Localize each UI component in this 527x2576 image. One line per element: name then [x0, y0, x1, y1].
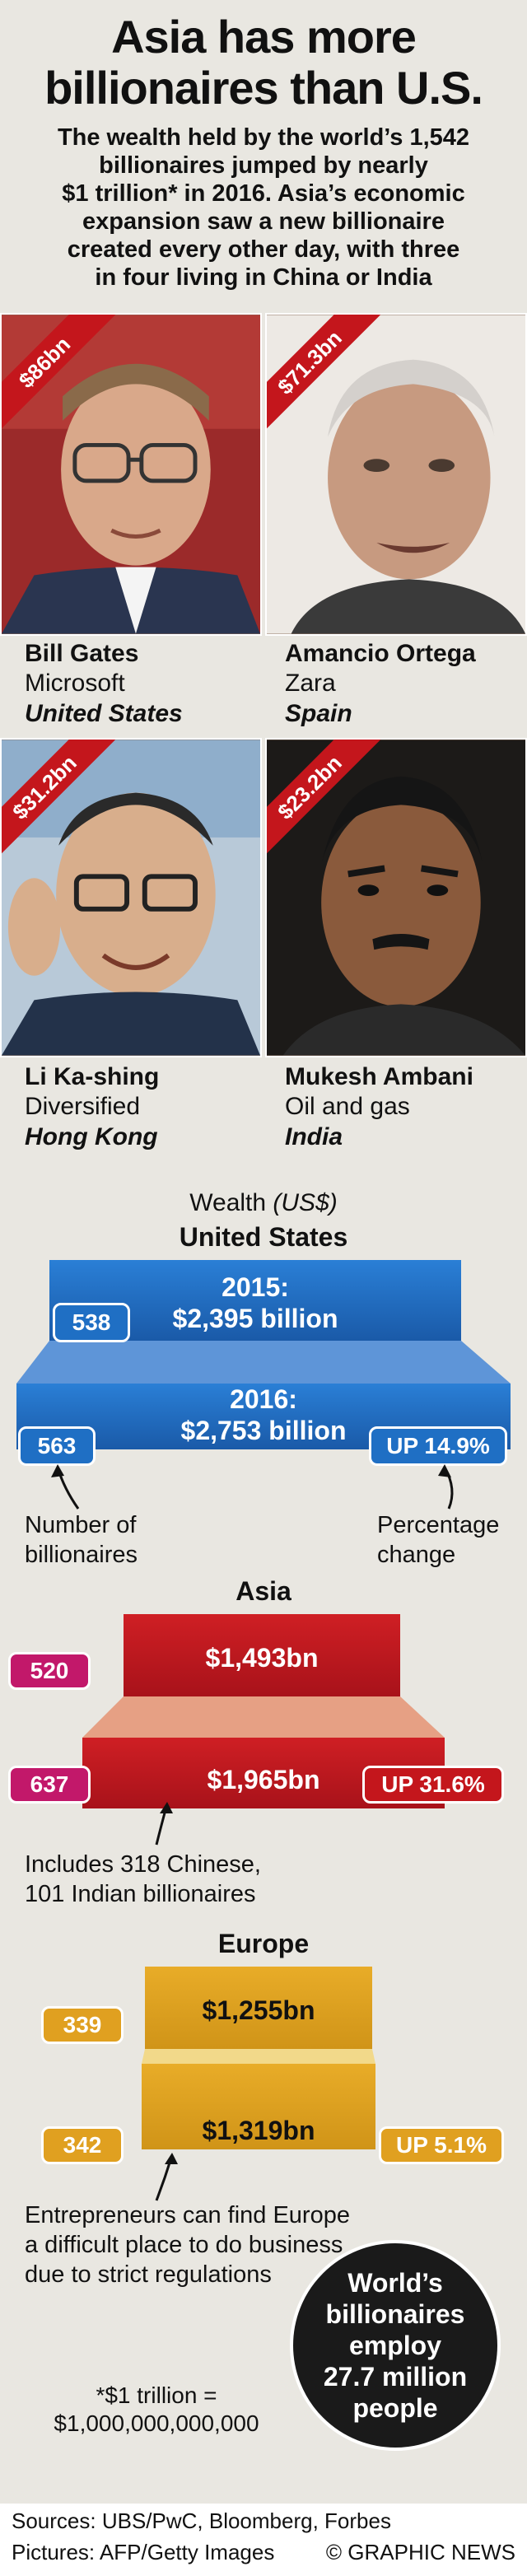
- asia-arrow: [155, 1802, 173, 1846]
- europe-2016-value: $1,319bn: [202, 2116, 315, 2145]
- circle-line: employ: [348, 2331, 442, 2360]
- footer-pictures: Pictures: AFP/Getty Images: [12, 2540, 275, 2564]
- photo-bill-gates: $86bn: [0, 313, 262, 636]
- intro-line: expansion saw a new billionaire: [82, 208, 445, 235]
- section-heading-europe: Europe: [217, 1929, 310, 1958]
- note-line: change: [377, 1542, 456, 1568]
- asia-2016-count-badge: 637: [8, 1766, 91, 1804]
- europe-blocks: [142, 1967, 375, 2149]
- note-europe: Entrepreneurs can find Europe a difficul…: [25, 2200, 350, 2289]
- person-name: Li Ka-shing: [25, 1063, 160, 1090]
- person-name: Amancio Ortega: [285, 640, 476, 667]
- us-arrows: [51, 1464, 454, 1510]
- trillion-footnote: *$1 trillion = $1,000,000,000,000: [33, 2382, 280, 2438]
- note-line: a difficult place to do business: [25, 2232, 343, 2258]
- note-line: Includes 318 Chinese,: [25, 1851, 261, 1878]
- note-number-of-billionaires: Number of billionaires: [25, 1510, 138, 1570]
- europe-2015-count-badge: 339: [41, 2006, 124, 2044]
- note-asia: Includes 318 Chinese, 101 Indian billion…: [25, 1850, 261, 1909]
- title-line-1: Asia has more: [111, 11, 417, 63]
- title-line-2: billionaires than U.S.: [44, 62, 483, 114]
- circle-line: 27.7 million: [323, 2362, 468, 2392]
- person-caption-mukesh-ambani: Mukesh Ambani Oil and gas India: [285, 1062, 524, 1153]
- us-2015-value: $2,395 billion: [172, 1304, 338, 1333]
- europe-arrow: [155, 2153, 178, 2201]
- europe-block-bevel: [142, 2049, 375, 2064]
- wealth-label-text: Wealth: [189, 1189, 267, 1216]
- person-country: Hong Kong: [25, 1123, 158, 1150]
- intro-line: billionaires jumped by nearly: [99, 152, 428, 179]
- intro-line: in four living in China or India: [95, 264, 432, 291]
- person-name: Bill Gates: [25, 640, 139, 667]
- asia-change-badge: UP 31.6%: [362, 1766, 504, 1804]
- europe-2015-block: [145, 1967, 372, 2049]
- section-heading-asia: Asia: [236, 1576, 291, 1606]
- footer-sources: Sources: UBS/PwC, Bloomberg, Forbes: [12, 2508, 391, 2533]
- intro-line: $1 trillion* in 2016. Asia’s economic: [62, 180, 465, 207]
- person-caption-amancio-ortega: Amancio Ortega Zara Spain: [285, 639, 524, 730]
- employment-circle: World’s billionaires employ 27.7 million…: [290, 2240, 501, 2451]
- note-line: Entrepreneurs can find Europe: [25, 2202, 350, 2228]
- portrait-illustration: [2, 315, 260, 634]
- asia-2015-count-badge: 520: [8, 1652, 91, 1690]
- note-percentage-change: Percentage change: [377, 1510, 499, 1570]
- person-name: Mukesh Ambani: [285, 1063, 473, 1090]
- person-country: India: [285, 1123, 343, 1150]
- page-title: Asia has more billionaires than U.S.: [0, 12, 527, 114]
- person-company: Zara: [285, 670, 336, 697]
- wealth-unit: (US$): [273, 1189, 338, 1216]
- europe-change-badge: UP 5.1%: [379, 2126, 504, 2164]
- note-line: billionaires: [25, 1542, 138, 1568]
- note-line: Number of: [25, 1512, 137, 1538]
- us-2016-value: $2,753 billion: [180, 1416, 347, 1445]
- circle-line: people: [352, 2393, 438, 2423]
- us-2016-count-badge: 563: [18, 1426, 96, 1466]
- section-heading-us: United States: [179, 1222, 348, 1252]
- europe-2016-count-badge: 342: [41, 2126, 124, 2164]
- photo-amancio-ortega: $71.3bn: [265, 313, 527, 636]
- circle-line: billionaires: [325, 2299, 465, 2329]
- person-country: Spain: [285, 700, 352, 727]
- us-block-bevel: [16, 1341, 511, 1384]
- person-company: Oil and gas: [285, 1093, 410, 1120]
- intro-line: created every other day, with three: [67, 236, 460, 263]
- person-company: Microsoft: [25, 670, 125, 697]
- portrait-illustration: [267, 740, 525, 1056]
- note-line: Percentage: [377, 1512, 500, 1538]
- person-caption-li-ka-shing: Li Ka-shing Diversified Hong Kong: [25, 1062, 264, 1153]
- asia-block-bevel: [82, 1696, 445, 1738]
- us-2015-label: 2015: $2,395 billion: [49, 1272, 461, 1334]
- footer: Sources: UBS/PwC, Bloomberg, Forbes Pict…: [0, 2504, 527, 2576]
- person-caption-bill-gates: Bill Gates Microsoft United States: [25, 639, 264, 730]
- footnote-line: *$1 trillion =: [96, 2382, 217, 2408]
- asia-2015-value: $1,493bn: [205, 1643, 319, 1673]
- us-2016-year: 2016:: [230, 1384, 297, 1414]
- us-2015-count-badge: 538: [53, 1303, 130, 1342]
- photo-li-ka-shing: $31.2bn: [0, 738, 262, 1057]
- asia-2015-block: [124, 1614, 400, 1696]
- footnote-line: $1,000,000,000,000: [54, 2410, 259, 2436]
- us-2015-year: 2015:: [222, 1272, 289, 1302]
- europe-2015-value: $1,255bn: [202, 1995, 315, 2025]
- intro-line: The wealth held by the world’s 1,542: [57, 124, 470, 151]
- asia-2016-value: $1,965bn: [207, 1765, 320, 1794]
- intro-text: The wealth held by the world’s 1,542 bil…: [16, 124, 511, 292]
- circle-line: World’s: [347, 2268, 443, 2298]
- us-change-badge: UP 14.9%: [369, 1426, 507, 1466]
- note-line: due to strict regulations: [25, 2261, 272, 2288]
- europe-2016-block: [142, 2064, 375, 2149]
- note-line: 101 Indian billionaires: [25, 1881, 256, 1907]
- portrait-illustration: [267, 315, 525, 634]
- person-company: Diversified: [25, 1093, 141, 1120]
- footer-credit: © GRAPHIC NEWS: [325, 2540, 515, 2564]
- person-country: United States: [25, 700, 183, 727]
- wealth-label: Wealth (US$): [0, 1189, 527, 1217]
- photo-mukesh-ambani: $23.2bn: [265, 738, 527, 1057]
- us-2016-label: 2016: $2,753 billion: [16, 1384, 511, 1446]
